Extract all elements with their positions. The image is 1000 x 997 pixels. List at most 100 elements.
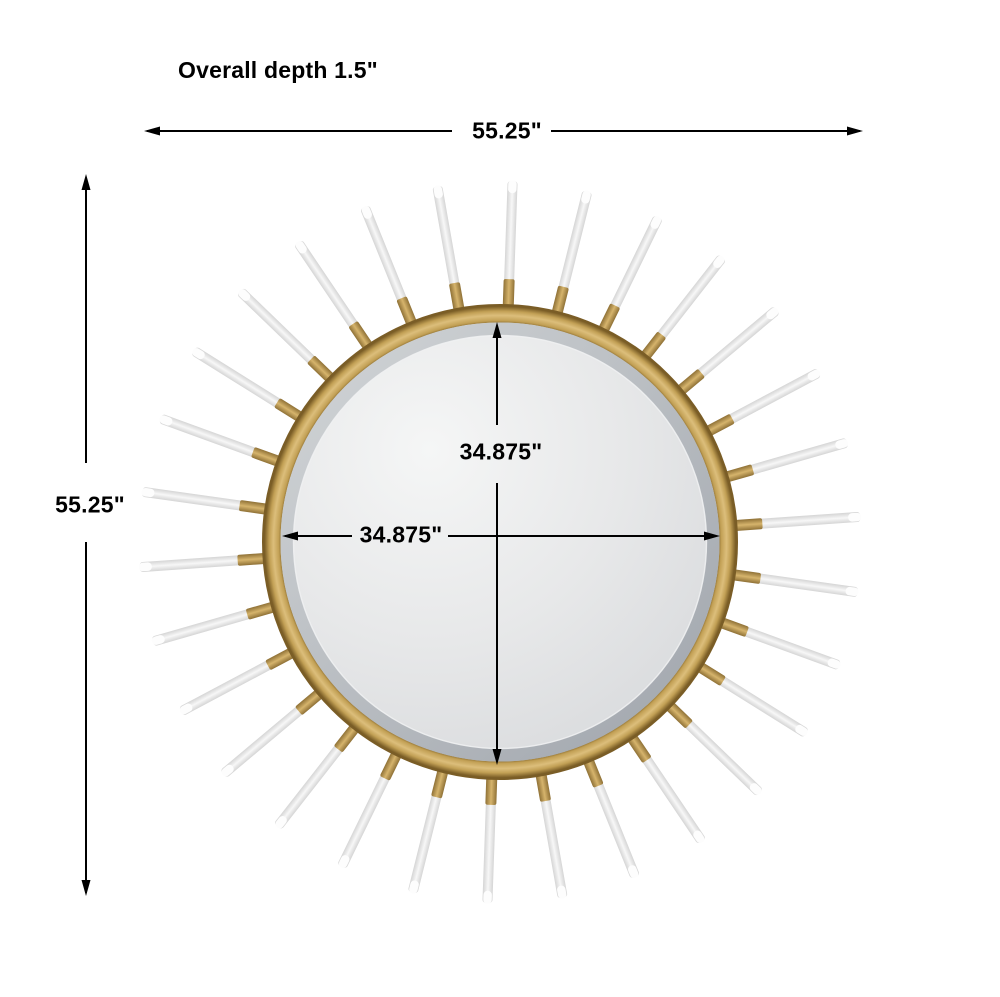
acrylic-rod-tip <box>807 369 821 381</box>
arrow-right-icon <box>704 531 720 541</box>
sunburst-ray <box>725 438 849 482</box>
sunburst-ray <box>138 553 265 572</box>
overall-height-dimension-line <box>81 174 91 896</box>
acrylic-rod-tip <box>766 307 779 320</box>
mirror-bevel <box>280 322 720 762</box>
acrylic-rod <box>558 191 592 291</box>
sunburst-ray <box>628 735 705 843</box>
acrylic-rod-tip <box>409 880 419 894</box>
acrylic-rod <box>657 255 725 339</box>
mirror-width-label: 34.875" <box>359 521 443 548</box>
arrow-down-icon <box>492 749 502 765</box>
acrylic-rod <box>179 660 272 715</box>
gold-peg <box>733 569 761 584</box>
mirror-height-dimension-line <box>492 322 502 765</box>
overall-width-label: 55.25" <box>472 117 542 144</box>
mirror-width-dimension-line <box>282 531 720 541</box>
acrylic-rod-tip <box>275 816 287 829</box>
acrylic-rod-tip <box>221 764 234 777</box>
acrylic-rod-tip <box>713 255 725 268</box>
acrylic-rod-tip <box>650 216 662 229</box>
gold-peg <box>583 759 604 788</box>
acrylic-rod <box>142 487 243 511</box>
gold-frame-ring <box>262 304 738 780</box>
acrylic-rod-tip <box>845 586 859 597</box>
sunburst-ray <box>408 770 448 894</box>
mirror-height-label: 34.875" <box>459 438 543 465</box>
gold-peg <box>706 414 735 436</box>
sunburst-ray <box>666 702 762 796</box>
sunburst-ray <box>141 487 267 515</box>
gold-peg <box>628 735 651 763</box>
sunburst-ray <box>295 241 372 349</box>
arrow-down-icon <box>81 880 91 896</box>
acrylic-rod-tip <box>508 180 517 194</box>
acrylic-rod <box>642 755 705 843</box>
gold-peg <box>678 369 705 394</box>
gold-peg <box>265 648 294 670</box>
gold-peg <box>449 282 465 311</box>
gold-peg <box>431 770 448 799</box>
sunburst-ray <box>583 759 639 879</box>
acrylic-rod <box>743 627 841 670</box>
acrylic-rod <box>295 241 358 329</box>
acrylic-rod <box>139 555 241 572</box>
acrylic-rod-tip <box>827 658 841 669</box>
acrylic-rod <box>275 745 343 829</box>
acrylic-rod-tip <box>192 348 205 360</box>
acrylic-rod <box>728 369 821 424</box>
arrow-left-icon <box>282 531 298 541</box>
sunburst-ray <box>535 773 568 899</box>
acrylic-rod-tip <box>238 289 251 301</box>
acrylic-rod <box>432 186 460 287</box>
sunburst-ray <box>678 307 779 394</box>
acrylic-rod-tip <box>581 190 591 204</box>
sunburst-ray <box>720 618 841 670</box>
acrylic-rod <box>757 573 858 597</box>
dimension-lines <box>81 126 863 896</box>
acrylic-rod-tip <box>179 703 193 715</box>
acrylic-rod <box>759 512 861 529</box>
arrow-right-icon <box>847 126 863 136</box>
acrylic-rod-tip <box>138 562 152 572</box>
sunburst-ray <box>159 414 280 466</box>
gold-peg <box>239 500 267 515</box>
acrylic-rod <box>684 720 762 796</box>
gold-peg <box>552 285 569 314</box>
sunburst-ray <box>599 216 662 332</box>
gold-peg <box>307 356 334 382</box>
acrylic-rod <box>159 414 257 457</box>
acrylic-rod <box>697 307 779 378</box>
sunburst-ray <box>432 185 465 311</box>
sunburst-ray <box>338 752 401 868</box>
overall-width-dimension-line <box>144 126 863 136</box>
gold-peg <box>535 773 551 802</box>
acrylic-rod <box>540 797 568 898</box>
acrylic-rod-tip <box>151 635 165 645</box>
acrylic-rod-tip <box>141 487 155 498</box>
gold-peg <box>735 518 763 531</box>
sunburst-ray <box>238 288 334 382</box>
sunburst-ray <box>552 190 592 314</box>
gold-peg <box>246 602 275 620</box>
sunburst-ray <box>706 369 821 436</box>
acrylic-rod <box>749 438 848 475</box>
acrylic-rod <box>610 216 662 310</box>
acrylic-rod-tip <box>693 830 705 843</box>
acrylic-rod <box>221 706 303 777</box>
sunburst-ray <box>192 347 303 421</box>
arrow-up-icon <box>81 174 91 190</box>
acrylic-rod-tip <box>361 205 372 219</box>
gold-peg <box>697 663 726 686</box>
gold-peg <box>396 296 417 325</box>
acrylic-rod-tip <box>433 185 443 199</box>
arrow-up-icon <box>492 322 502 338</box>
gold-peg <box>295 690 322 715</box>
acrylic-rod <box>238 288 316 364</box>
sunburst-ray <box>697 663 808 737</box>
gold-peg <box>720 618 749 637</box>
sunburst-ray <box>221 690 322 777</box>
acrylic-rod-tip <box>795 724 808 736</box>
gold-peg <box>380 752 401 781</box>
gold-peg <box>641 332 666 359</box>
